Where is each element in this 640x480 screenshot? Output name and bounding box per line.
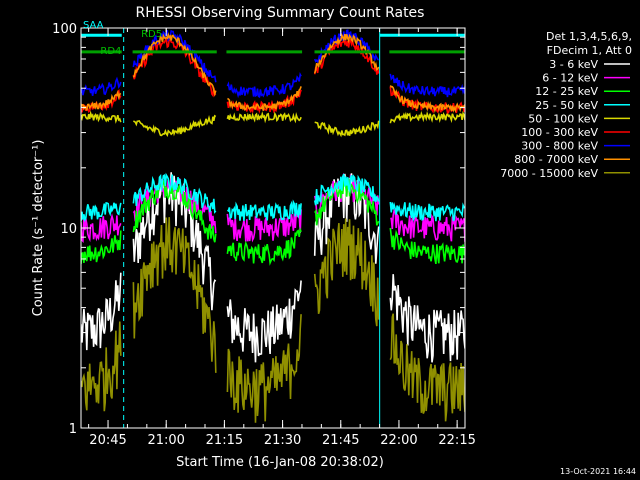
y-tick-label: 100 xyxy=(52,22,77,37)
x-axis: 20:45 21:00 21:15 21:30 21:45 22:00 22:15 xyxy=(88,28,476,448)
y-axis-label: Count Rate (s⁻¹ detector⁻¹) xyxy=(31,140,46,317)
legend-label: 6 - 12 keV xyxy=(542,72,598,85)
x-tick-label: 21:30 xyxy=(264,433,301,448)
annotation-label: RD5 xyxy=(141,29,162,40)
series-line xyxy=(81,110,465,138)
plot-area: 20:45 21:00 21:15 21:30 21:45 22:00 22:15 1101… xyxy=(52,20,476,448)
timestamp: 13-Oct-2021 16:44 xyxy=(560,467,636,476)
legend-label: 25 - 50 keV xyxy=(535,99,598,112)
x-tick-label: 22:00 xyxy=(380,433,417,448)
x-axis-label: Start Time (16-Jan-08 20:38:02) xyxy=(176,455,384,470)
y-tick-label: 10 xyxy=(60,222,77,237)
y-tick-label: 1 xyxy=(69,422,77,437)
legend-label: 50 - 100 keV xyxy=(528,112,598,125)
series-line xyxy=(81,217,465,423)
series-line xyxy=(81,172,465,363)
series-line xyxy=(81,172,465,244)
series-line xyxy=(81,177,465,266)
series-line xyxy=(81,172,465,223)
legend-label: 3 - 6 keV xyxy=(549,58,598,71)
series-line xyxy=(81,172,465,244)
annotation-label: SAA xyxy=(83,20,104,31)
legend-header: Det 1,3,4,5,6,9, xyxy=(546,30,632,43)
x-tick-label: 21:45 xyxy=(322,433,359,448)
legend: Det 1,3,4,5,6,9,FDecim 1, Att 03 - 6 keV… xyxy=(500,30,632,180)
data-traces xyxy=(81,28,465,428)
series-line xyxy=(81,32,465,113)
series-line xyxy=(81,29,465,99)
annotation-label: RD4 xyxy=(100,46,121,57)
x-tick-label: 20:45 xyxy=(89,433,126,448)
series-line xyxy=(81,177,465,266)
legend-label: 12 - 25 keV xyxy=(535,85,598,98)
series-line xyxy=(81,32,465,113)
series-line xyxy=(81,172,465,363)
legend-label: 800 - 7000 keV xyxy=(514,153,598,166)
series-line xyxy=(81,217,465,423)
series-line xyxy=(81,110,465,138)
series-line xyxy=(81,172,465,223)
series-line xyxy=(81,29,465,99)
x-tick-label: 21:00 xyxy=(147,433,184,448)
legend-label: 300 - 800 keV xyxy=(521,140,598,153)
y-axis: 1 10 100 xyxy=(52,22,465,437)
annotations: RD5 SAA RD4 xyxy=(83,20,162,57)
legend-label: 100 - 300 keV xyxy=(521,126,598,139)
x-tick-label: 22:15 xyxy=(438,433,475,448)
chart-title: RHESSI Observing Summary Count Rates xyxy=(136,5,425,21)
legend-label: 7000 - 15000 keV xyxy=(500,167,598,180)
legend-header: FDecim 1, Att 0 xyxy=(547,44,632,57)
x-tick-label: 21:15 xyxy=(206,433,243,448)
